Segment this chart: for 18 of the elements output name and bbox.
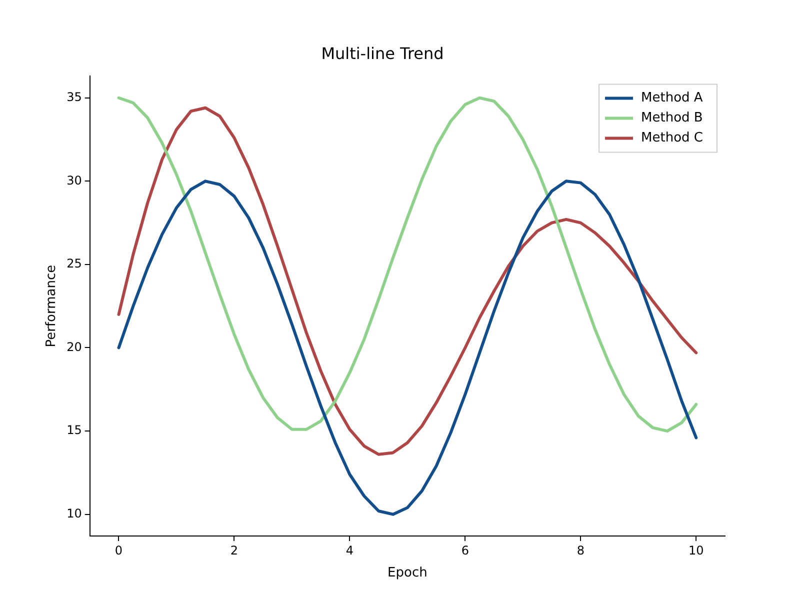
x-tick-label: 2 (230, 543, 238, 558)
y-tick-label: 10 (66, 506, 82, 520)
y-tick-label: 15 (66, 423, 82, 438)
x-tick-label: 6 (461, 543, 469, 558)
y-tick-label: 25 (66, 256, 82, 271)
legend-label: Method A (641, 90, 703, 106)
legend-label: Method C (641, 130, 704, 146)
x-tick-label: 8 (576, 543, 584, 558)
y-tick-label: 35 (66, 90, 82, 104)
y-tick-label: 30 (66, 173, 82, 188)
x-tick-label: 0 (114, 543, 123, 558)
x-tick-label: 10 (688, 543, 704, 558)
x-axis-title: Epoch (388, 566, 428, 581)
y-tick-label: 20 (66, 340, 82, 354)
x-tick-label: 4 (346, 543, 354, 558)
legend-label: Method B (641, 110, 703, 126)
y-axis-title: Performance (44, 264, 60, 348)
chart-title: Multi-line Trend (321, 44, 444, 63)
